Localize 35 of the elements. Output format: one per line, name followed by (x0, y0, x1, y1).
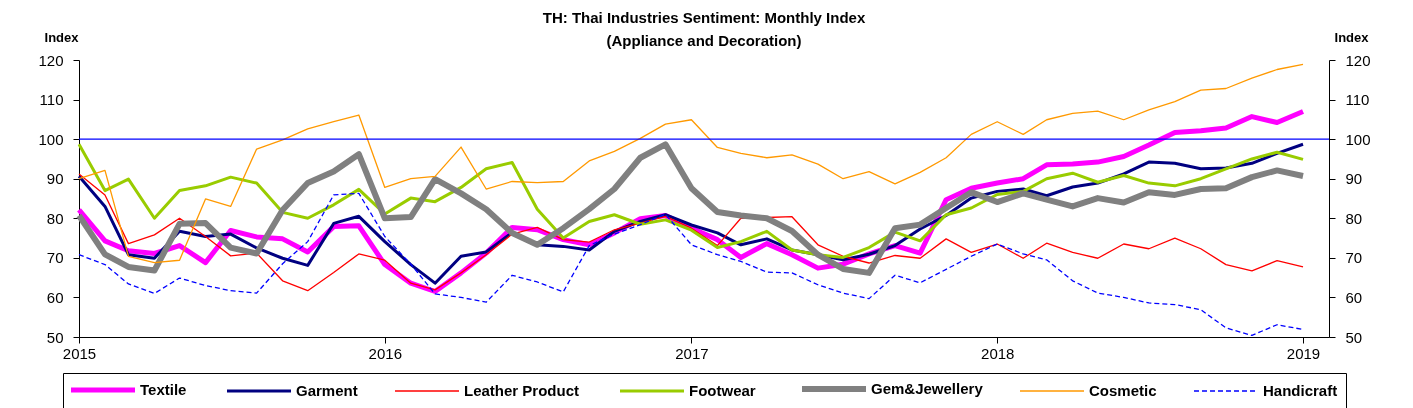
y2-tick-label: 100 (1345, 130, 1371, 148)
line-series (78, 192, 1304, 337)
y2-tick-label: 120 (1345, 51, 1371, 69)
legend-label: Footwear (689, 382, 756, 399)
y2-tick-label: 90 (1345, 170, 1363, 188)
x-tick-label: 2016 (368, 344, 402, 362)
y2-tick-label: 50 (1345, 328, 1363, 346)
chart-title: TH: Thai Industries Sentiment: Monthly Index (542, 9, 866, 26)
y-tick-label: 50 (46, 328, 64, 346)
line-series (78, 63, 1304, 264)
y-axis-title: Index (44, 29, 80, 45)
legend-label: Leather Product (464, 382, 580, 399)
x-tick-label: 2019 (1286, 344, 1321, 362)
y2-tick-label: 70 (1345, 249, 1363, 267)
legend-label: Garment (296, 382, 358, 399)
y-tick-label: 100 (38, 130, 64, 148)
y2-tick-label: 60 (1345, 288, 1363, 306)
line-series (78, 173, 1304, 292)
x-tick-label: 2015 (62, 344, 97, 362)
y-tick-label: 110 (39, 91, 64, 109)
y-tick-label: 120 (38, 51, 64, 69)
y-tick-label: 70 (46, 249, 64, 267)
x-tick-label: 2017 (675, 344, 709, 362)
y-tick-label: 60 (46, 288, 64, 306)
chart-subtitle: (Appliance and Decoration) (606, 32, 802, 49)
y2-axis-title: Index (1334, 29, 1370, 45)
y-tick-label: 80 (46, 209, 64, 227)
y2-tick-label: 110 (1345, 91, 1370, 109)
legend-label: Handicraft (1263, 382, 1338, 399)
legend-label: Gem&Jewellery (871, 380, 984, 397)
y-tick-label: 90 (46, 170, 64, 188)
x-tick-label: 2018 (981, 344, 1015, 362)
legend-label: Cosmetic (1089, 382, 1157, 399)
legend-label: Textile (140, 381, 187, 398)
y2-tick-label: 80 (1345, 209, 1363, 227)
